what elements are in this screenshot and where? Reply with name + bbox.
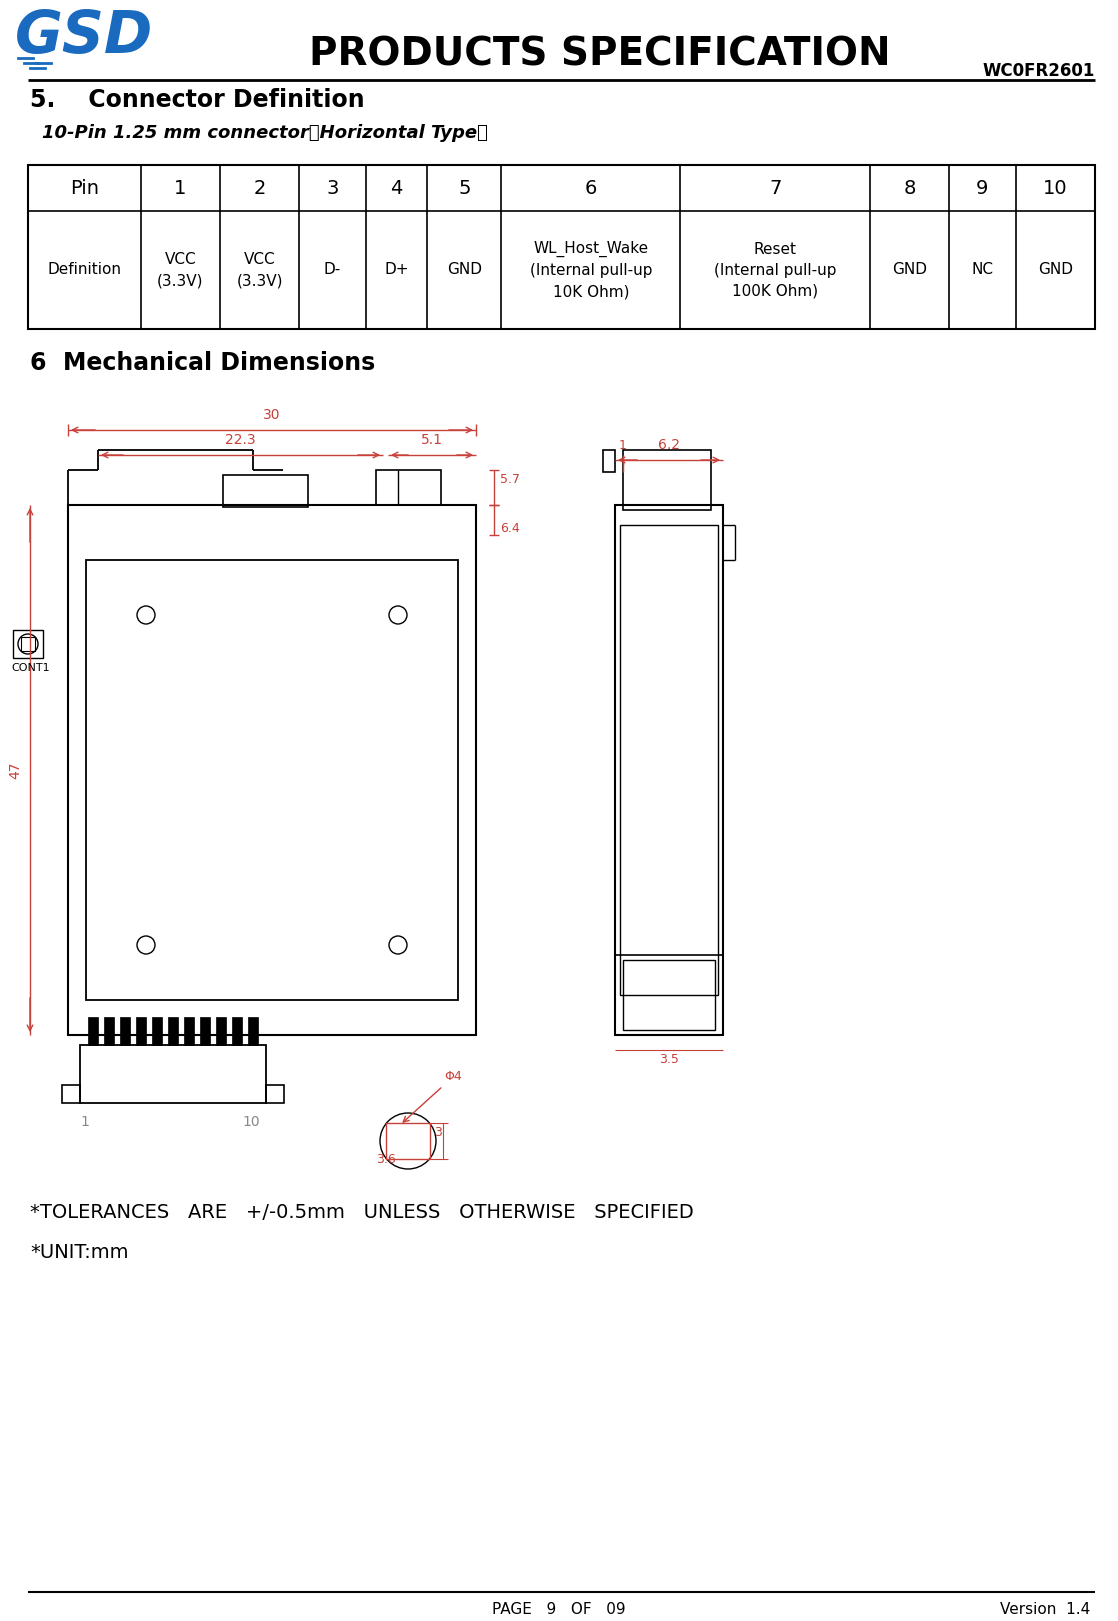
Text: Pin: Pin <box>69 178 98 198</box>
Bar <box>216 1016 226 1046</box>
Bar <box>620 525 718 995</box>
Text: 10: 10 <box>1043 178 1068 198</box>
Text: GND: GND <box>892 263 927 277</box>
Bar <box>86 559 458 1000</box>
Text: 9: 9 <box>976 178 988 198</box>
Text: 1: 1 <box>174 178 187 198</box>
Text: *TOLERANCES   ARE   +/-0.5mm   UNLESS   OTHERWISE   SPECIFIED: *TOLERANCES ARE +/-0.5mm UNLESS OTHERWIS… <box>30 1203 694 1222</box>
Bar <box>233 1016 241 1046</box>
Text: 3: 3 <box>434 1127 442 1140</box>
Text: D-: D- <box>324 263 341 277</box>
Text: GSD: GSD <box>15 8 153 65</box>
Bar <box>152 1016 162 1046</box>
Text: 1: 1 <box>80 1115 89 1128</box>
Text: GND: GND <box>1038 263 1073 277</box>
Text: VCC
(3.3V): VCC (3.3V) <box>236 251 283 289</box>
Text: 6.4: 6.4 <box>500 522 520 535</box>
Text: 6  Mechanical Dimensions: 6 Mechanical Dimensions <box>30 352 376 374</box>
Text: 3: 3 <box>326 178 339 198</box>
Text: GND: GND <box>447 263 482 277</box>
Text: Φ4: Φ4 <box>444 1070 462 1083</box>
Text: 30: 30 <box>263 408 281 421</box>
Text: 47: 47 <box>8 762 22 778</box>
Text: Version  1.4: Version 1.4 <box>999 1602 1090 1618</box>
Bar <box>168 1016 178 1046</box>
Bar <box>615 955 723 1034</box>
Bar <box>623 960 716 1029</box>
Text: VCC
(3.3V): VCC (3.3V) <box>157 251 203 289</box>
Bar <box>603 451 615 472</box>
Text: 3.5: 3.5 <box>660 1054 679 1067</box>
Text: 5.    Connector Definition: 5. Connector Definition <box>30 88 364 112</box>
Bar <box>68 506 476 1034</box>
Text: 22.3: 22.3 <box>225 433 256 447</box>
Text: 7: 7 <box>769 178 781 198</box>
Text: 5.7: 5.7 <box>500 473 520 486</box>
Bar <box>136 1016 146 1046</box>
Bar <box>80 1046 266 1102</box>
Text: 5.1: 5.1 <box>421 433 443 447</box>
Text: *UNIT:mm: *UNIT:mm <box>30 1243 129 1263</box>
Bar <box>120 1016 130 1046</box>
Text: D+: D+ <box>385 263 409 277</box>
Bar <box>28 165 1095 329</box>
Text: 10-Pin 1.25 mm connector（Horizontal Type）: 10-Pin 1.25 mm connector（Horizontal Type… <box>42 123 487 143</box>
Bar <box>222 475 307 507</box>
Text: 4: 4 <box>390 178 402 198</box>
Bar <box>88 1016 98 1046</box>
Bar <box>623 451 711 511</box>
Bar <box>248 1016 258 1046</box>
Bar <box>184 1016 195 1046</box>
Bar <box>376 470 440 506</box>
Text: 2: 2 <box>254 178 266 198</box>
Bar <box>386 1123 430 1159</box>
Text: NC: NC <box>972 263 994 277</box>
Bar <box>266 1084 284 1102</box>
Text: 1: 1 <box>619 439 627 452</box>
Text: 8: 8 <box>903 178 916 198</box>
Bar <box>104 1016 114 1046</box>
Bar <box>13 631 42 658</box>
Text: PRODUCTS SPECIFICATION: PRODUCTS SPECIFICATION <box>310 36 891 73</box>
Text: 5: 5 <box>458 178 471 198</box>
Text: Reset
(Internal pull-up
100K Ohm): Reset (Internal pull-up 100K Ohm) <box>714 242 836 298</box>
Bar <box>61 1084 80 1102</box>
Text: WC0FR2601: WC0FR2601 <box>983 62 1095 79</box>
Text: 3.6: 3.6 <box>376 1153 396 1165</box>
Text: Definition: Definition <box>47 263 121 277</box>
Text: 10: 10 <box>243 1115 259 1128</box>
Text: WL_Host_Wake
(Internal pull-up
10K Ohm): WL_Host_Wake (Internal pull-up 10K Ohm) <box>530 242 652 300</box>
Text: 6.2: 6.2 <box>659 438 680 452</box>
Text: CONT1: CONT1 <box>11 663 49 673</box>
Bar <box>200 1016 210 1046</box>
Text: PAGE   9   OF   09: PAGE 9 OF 09 <box>492 1602 626 1618</box>
Text: 6: 6 <box>585 178 597 198</box>
Bar <box>615 506 723 1034</box>
Bar <box>21 637 35 652</box>
